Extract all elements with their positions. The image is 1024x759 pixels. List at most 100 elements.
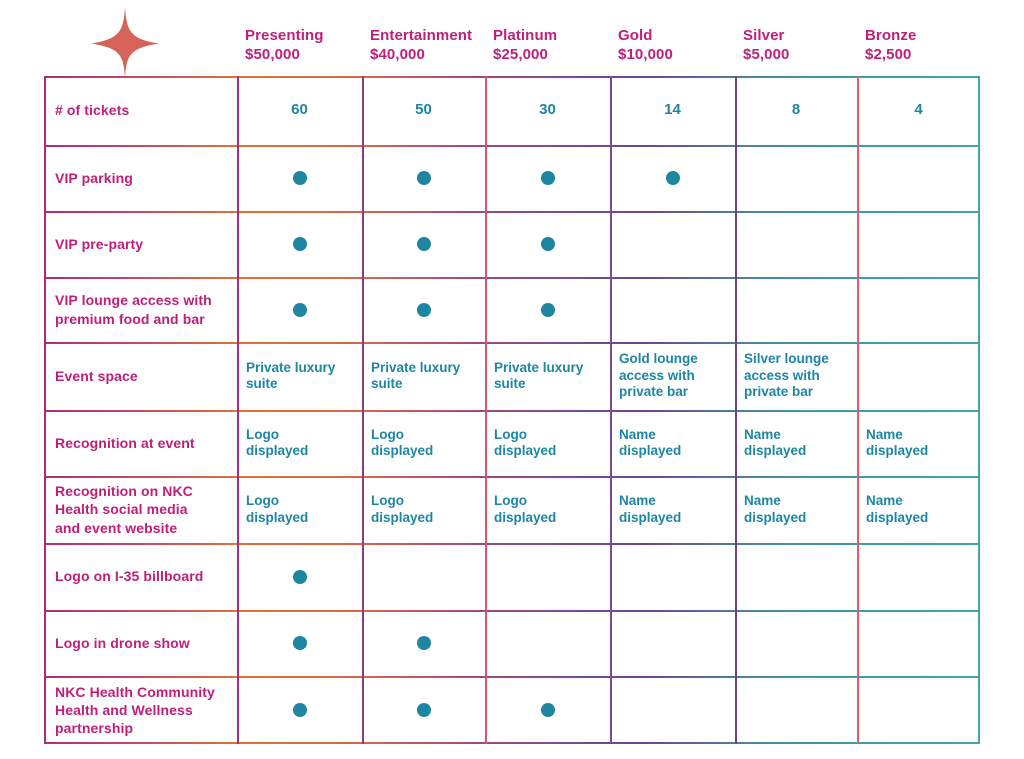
grid-line-vertical xyxy=(237,76,239,744)
tier-price: $25,000 xyxy=(493,46,548,64)
included-dot-icon xyxy=(292,569,307,584)
column-header-presenting: Presenting $50,000 xyxy=(245,26,363,64)
grid-line-horizontal xyxy=(44,543,980,545)
benefit-empty-cell xyxy=(735,543,857,610)
benefit-included-cell xyxy=(362,610,485,676)
benefit-empty-cell xyxy=(857,145,980,211)
grid-line-horizontal xyxy=(44,742,980,744)
benefit-empty-cell xyxy=(857,277,980,342)
benefit-empty-cell xyxy=(857,342,980,410)
row-label: Logo on I-35 billboard xyxy=(55,568,204,585)
tier-price: $5,000 xyxy=(743,46,790,64)
benefit-included-cell xyxy=(237,676,362,744)
row-label: # of tickets xyxy=(55,102,130,119)
benefit-included-cell xyxy=(237,145,362,211)
benefit-empty-cell xyxy=(610,211,735,277)
column-header-gold: Gold $10,000 xyxy=(618,26,736,64)
benefit-cell: Private luxury suite xyxy=(371,359,461,391)
benefit-empty-cell xyxy=(857,211,980,277)
tier-price: $50,000 xyxy=(245,46,300,64)
included-dot-icon xyxy=(416,636,431,650)
grid-line-vertical xyxy=(44,76,46,744)
benefit-cell: 4 xyxy=(914,101,923,119)
benefit-cell: Name displayed xyxy=(744,426,807,458)
benefit-empty-cell xyxy=(610,543,735,610)
included-dot-icon xyxy=(665,171,680,185)
benefit-empty-cell xyxy=(610,676,735,744)
benefit-included-cell xyxy=(610,145,735,211)
column-header-entertainment: Entertainment $40,000 xyxy=(370,26,488,64)
included-dot-icon xyxy=(540,171,555,185)
included-dot-icon xyxy=(416,237,431,251)
tier-price: $40,000 xyxy=(370,46,425,64)
included-dot-icon xyxy=(292,703,307,717)
benefit-cell: Logo displayed xyxy=(246,426,309,458)
benefit-cell: Private luxury suite xyxy=(494,359,584,391)
benefit-empty-cell xyxy=(735,676,857,744)
benefit-included-cell xyxy=(362,211,485,277)
benefit-empty-cell xyxy=(735,610,857,676)
included-dot-icon xyxy=(292,302,307,317)
grid-line-horizontal xyxy=(44,211,980,213)
benefit-cell: Logo displayed xyxy=(371,493,434,525)
benefit-empty-cell xyxy=(610,610,735,676)
benefit-included-cell xyxy=(237,610,362,676)
included-dot-icon xyxy=(540,237,555,251)
benefit-empty-cell xyxy=(485,610,610,676)
benefit-cell: 14 xyxy=(664,101,681,119)
benefit-included-cell xyxy=(237,543,362,610)
column-header-platinum: Platinum $25,000 xyxy=(493,26,611,64)
benefit-cell: Silver lounge access with private bar xyxy=(744,351,829,400)
grid-line-vertical xyxy=(735,76,737,744)
tier-name: Silver xyxy=(743,27,785,44)
grid-line-horizontal xyxy=(44,410,980,412)
tier-price: $10,000 xyxy=(618,46,673,64)
sparkle-icon xyxy=(91,7,159,77)
benefit-empty-cell xyxy=(362,543,485,610)
benefit-included-cell xyxy=(485,211,610,277)
included-dot-icon xyxy=(540,302,555,317)
benefit-cell: Logo displayed xyxy=(371,426,434,458)
column-header-bronze: Bronze $2,500 xyxy=(865,26,983,64)
grid-line-vertical xyxy=(978,76,980,744)
benefit-cell: Name displayed xyxy=(866,426,929,458)
benefit-included-cell xyxy=(485,676,610,744)
row-label: VIP lounge access with premium food and … xyxy=(55,292,212,327)
included-dot-icon xyxy=(540,703,555,717)
included-dot-icon xyxy=(292,636,307,650)
benefit-empty-cell xyxy=(857,610,980,676)
included-dot-icon xyxy=(292,171,307,185)
benefit-cell: Name displayed xyxy=(866,493,929,525)
benefit-included-cell xyxy=(237,211,362,277)
benefit-empty-cell xyxy=(735,277,857,342)
benefit-empty-cell xyxy=(735,211,857,277)
benefit-cell: 50 xyxy=(415,101,432,119)
benefit-cell: Logo displayed xyxy=(494,426,557,458)
grid-line-vertical xyxy=(610,76,612,744)
benefit-cell: Logo displayed xyxy=(494,493,557,525)
benefit-empty-cell xyxy=(857,543,980,610)
grid-line-horizontal xyxy=(44,277,980,279)
benefit-cell: Name displayed xyxy=(619,493,682,525)
benefit-cell: Logo displayed xyxy=(246,493,309,525)
tier-name: Entertainment xyxy=(370,27,473,44)
grid-line-vertical xyxy=(857,76,859,744)
benefit-empty-cell xyxy=(735,145,857,211)
benefit-included-cell xyxy=(362,676,485,744)
tier-name: Presenting xyxy=(245,27,324,44)
benefit-included-cell xyxy=(362,145,485,211)
tier-name: Gold xyxy=(618,27,653,44)
row-label: VIP parking xyxy=(55,169,133,186)
benefit-cell: Private luxury suite xyxy=(246,359,336,391)
benefit-empty-cell xyxy=(485,543,610,610)
row-label: Event space xyxy=(55,367,138,384)
row-label: Logo in drone show xyxy=(55,634,190,651)
included-dot-icon xyxy=(416,302,431,317)
benefit-cell: Gold lounge access with private bar xyxy=(619,351,698,400)
row-label: Recognition on NKC Health social media a… xyxy=(55,483,193,536)
tier-price: $2,500 xyxy=(865,46,912,64)
grid-line-horizontal xyxy=(44,610,980,612)
included-dot-icon xyxy=(416,171,431,185)
grid-line-horizontal xyxy=(44,145,980,147)
